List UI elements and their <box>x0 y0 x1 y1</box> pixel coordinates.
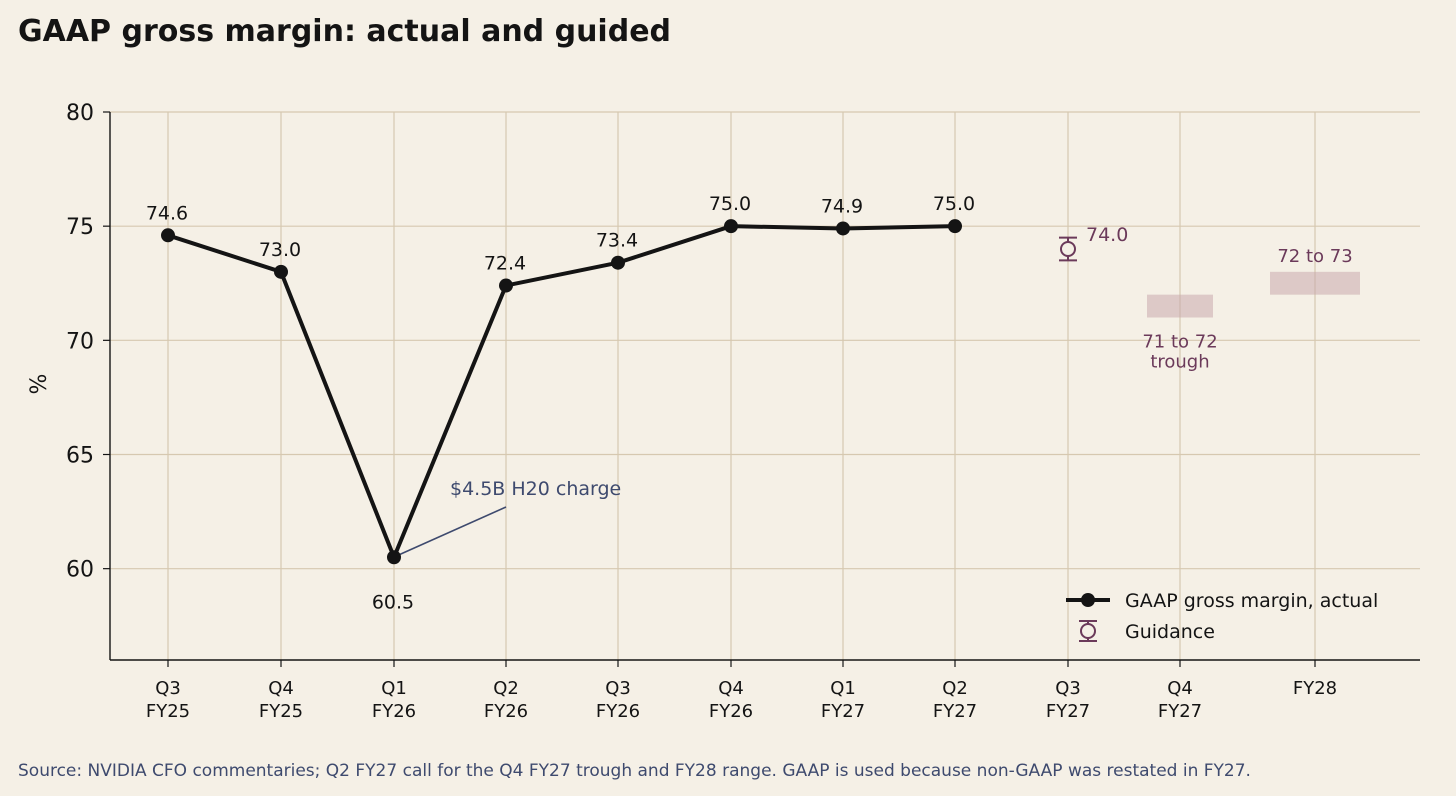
x-tick-label: Q1 <box>381 678 407 699</box>
legend-actual-label: GAAP gross margin, actual <box>1125 590 1378 612</box>
y-axis-ticks: 60 65 70 75 80 <box>66 101 110 583</box>
data-label: 73.0 <box>259 239 301 261</box>
guidance-range-label: 72 to 73 <box>1277 246 1352 267</box>
legend: GAAP gross margin, actual Guidance <box>1066 590 1378 643</box>
y-tick-label: 65 <box>66 444 94 469</box>
guidance-data-point <box>1060 241 1076 257</box>
x-tick-label: Q4 <box>718 678 744 699</box>
x-tick-label: Q4 <box>268 678 294 699</box>
source-note: Source: NVIDIA CFO commentaries; Q2 FY27… <box>18 761 1251 781</box>
series-actual: 74.6 73.0 60.5 72.4 73.4 75.0 74.9 75.0 <box>146 193 975 613</box>
x-tick-label: FY28 <box>1293 678 1337 699</box>
x-tick-label: FY27 <box>821 701 865 722</box>
annotation-leader-line <box>397 506 507 556</box>
data-label: 75.0 <box>933 193 975 215</box>
x-tick-label: Q4 <box>1167 678 1193 699</box>
x-tick-label: Q1 <box>830 678 856 699</box>
x-tick-label: FY27 <box>933 701 977 722</box>
actual-series-line <box>167 224 956 560</box>
actual-data-point <box>499 278 513 293</box>
actual-data-point <box>836 221 850 236</box>
x-tick-label: Q3 <box>1055 678 1081 699</box>
data-label: 72.4 <box>484 253 526 275</box>
grid-lines <box>110 111 1420 660</box>
actual-data-point <box>161 228 175 243</box>
actual-data-point <box>274 264 288 279</box>
x-tick-label: FY25 <box>146 701 190 722</box>
chart-title: GAAP gross margin: actual and guided <box>18 14 672 49</box>
x-tick-label: Q2 <box>942 678 968 699</box>
data-label: 73.4 <box>596 230 638 252</box>
x-tick-label: FY25 <box>259 701 303 722</box>
data-label: 74.6 <box>146 202 188 224</box>
x-tick-label: FY27 <box>1046 701 1090 722</box>
y-tick-label: 70 <box>66 329 94 354</box>
actual-data-point <box>948 219 962 234</box>
x-tick-label: FY26 <box>372 701 416 722</box>
axes <box>109 112 1420 661</box>
data-label: 75.0 <box>709 193 751 215</box>
x-axis-ticks: Q3FY25Q4FY25Q1FY26Q2FY26Q3FY26Q4FY26Q1FY… <box>146 660 1337 722</box>
data-label: 60.5 <box>372 591 414 613</box>
x-tick-label: Q3 <box>605 678 631 699</box>
guidance-range-band <box>1270 271 1360 295</box>
x-tick-label: FY27 <box>1158 701 1202 722</box>
legend-actual-marker <box>1081 593 1095 607</box>
x-tick-label: FY26 <box>709 701 753 722</box>
y-tick-label: 75 <box>66 215 94 240</box>
data-label: 74.9 <box>821 195 863 217</box>
actual-data-point <box>724 219 738 234</box>
x-tick-label: FY26 <box>484 701 528 722</box>
legend-guidance-label: Guidance <box>1125 621 1215 643</box>
actual-data-point <box>611 255 625 270</box>
y-tick-label: 80 <box>66 101 94 126</box>
actual-data-point <box>387 550 401 565</box>
annotations: $4.5B H20 charge <box>397 478 621 556</box>
x-tick-label: Q2 <box>493 678 519 699</box>
y-axis-label: % <box>27 374 52 395</box>
guidance-range-band <box>1147 294 1213 318</box>
guidance-range-label: 71 to 72 <box>1142 332 1217 353</box>
series-guidance: 74.0 <box>1059 224 1128 262</box>
x-tick-label: Q3 <box>155 678 181 699</box>
y-tick-label: 60 <box>66 558 94 583</box>
x-tick-label: FY26 <box>596 701 640 722</box>
legend-guidance-marker <box>1080 623 1096 639</box>
guidance-data-label: 74.0 <box>1086 224 1128 246</box>
guidance-range-label: trough <box>1150 352 1209 373</box>
annotation-label: $4.5B H20 charge <box>450 478 621 500</box>
